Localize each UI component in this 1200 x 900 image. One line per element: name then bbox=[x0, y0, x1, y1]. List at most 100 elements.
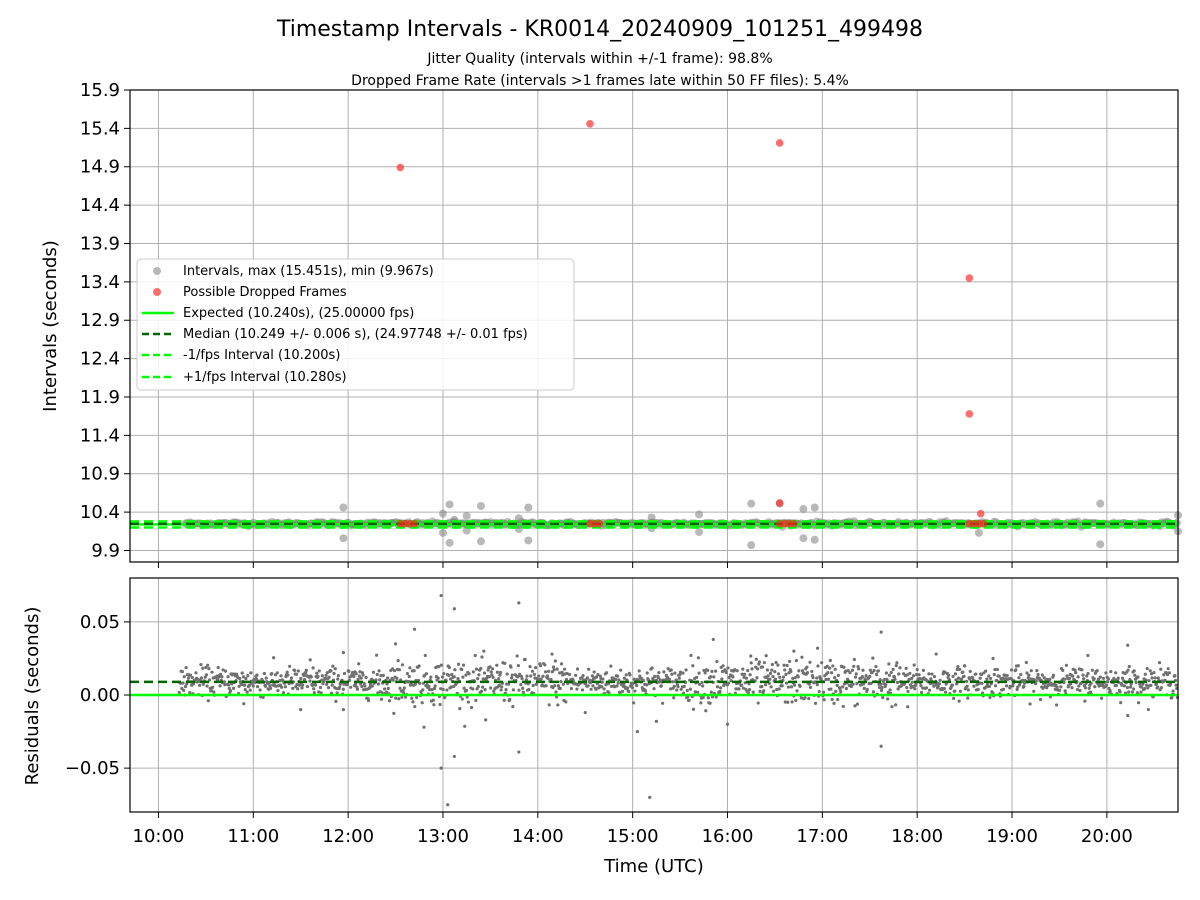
residual-point bbox=[739, 683, 744, 687]
residual-point bbox=[750, 667, 754, 671]
residual-point bbox=[204, 665, 208, 670]
residual-point bbox=[308, 658, 312, 662]
residual-point bbox=[545, 674, 549, 678]
residual-point bbox=[386, 686, 390, 691]
residual-point bbox=[453, 668, 457, 672]
residual-point bbox=[1062, 680, 1066, 685]
residual-point bbox=[1067, 676, 1072, 681]
residual-point bbox=[842, 665, 846, 669]
bottom-x-tick-label: 11:00 bbox=[227, 826, 279, 847]
residual-point bbox=[544, 684, 548, 688]
residual-point bbox=[1076, 675, 1080, 679]
residual-point bbox=[679, 687, 683, 692]
residual-point bbox=[543, 670, 548, 674]
legend-label-dropped: Possible Dropped Frames bbox=[183, 285, 347, 300]
residual-point bbox=[487, 675, 492, 679]
residual-point bbox=[428, 688, 432, 692]
residual-point bbox=[696, 690, 700, 694]
residual-point bbox=[978, 676, 982, 680]
residual-point bbox=[886, 697, 890, 701]
residual-point bbox=[936, 684, 940, 689]
residual-point bbox=[356, 677, 360, 682]
residual-point bbox=[962, 674, 966, 678]
residual-point bbox=[1005, 673, 1009, 678]
residual-point bbox=[441, 687, 445, 692]
residual-point bbox=[672, 696, 676, 700]
residual-point bbox=[299, 676, 303, 681]
residual-point bbox=[1021, 678, 1025, 682]
residual-point bbox=[527, 687, 531, 692]
residual-point bbox=[919, 684, 923, 688]
residual-point bbox=[316, 674, 320, 679]
residual-point bbox=[555, 667, 559, 671]
residual-point bbox=[871, 656, 875, 660]
residual-point bbox=[770, 662, 774, 667]
residual-point bbox=[709, 675, 713, 679]
residual-point bbox=[397, 697, 401, 701]
residual-point bbox=[1027, 673, 1031, 677]
residual-point bbox=[412, 627, 417, 631]
residual-point bbox=[1046, 683, 1051, 687]
residual-point bbox=[1106, 679, 1110, 684]
residual-point bbox=[836, 697, 840, 702]
residual-point bbox=[792, 683, 797, 687]
residual-point bbox=[285, 670, 289, 674]
residual-point bbox=[807, 696, 811, 701]
bottom-y-tick-label: −0.05 bbox=[65, 758, 120, 779]
residual-point bbox=[601, 677, 605, 681]
residual-point bbox=[604, 671, 609, 675]
residual-point bbox=[678, 670, 683, 674]
residual-point bbox=[898, 666, 902, 670]
residual-point bbox=[177, 690, 181, 695]
residual-point bbox=[1166, 667, 1170, 671]
residual-point bbox=[433, 684, 437, 688]
residual-point bbox=[489, 686, 493, 690]
residual-point bbox=[181, 681, 185, 685]
residual-point bbox=[741, 667, 745, 671]
residual-point bbox=[221, 668, 225, 672]
residual-point bbox=[248, 688, 252, 692]
legend: Intervals, max (15.451s), min (9.967s) P… bbox=[136, 258, 575, 391]
interval-point bbox=[514, 524, 523, 533]
residual-point bbox=[763, 683, 768, 687]
residual-point bbox=[442, 671, 446, 676]
residual-point bbox=[904, 666, 908, 670]
residual-point bbox=[943, 670, 947, 674]
residual-point bbox=[826, 670, 830, 675]
residual-point bbox=[524, 678, 528, 682]
top-y-tick-label: 12.4 bbox=[80, 349, 120, 370]
residual-point bbox=[1144, 683, 1149, 687]
residual-point bbox=[534, 682, 538, 686]
residual-point bbox=[709, 690, 713, 694]
residual-point bbox=[460, 697, 464, 701]
residual-point bbox=[218, 684, 222, 688]
dropped-frame-point bbox=[965, 274, 974, 282]
residual-point bbox=[278, 678, 282, 683]
residual-point bbox=[1019, 672, 1023, 677]
residual-point bbox=[1009, 668, 1014, 672]
residual-point bbox=[754, 657, 758, 661]
residual-point bbox=[848, 670, 852, 675]
bottom-y-tick-label: 0.05 bbox=[80, 612, 120, 633]
residual-point bbox=[746, 690, 750, 695]
residual-point bbox=[1125, 685, 1130, 690]
residual-point bbox=[280, 685, 284, 689]
residual-point bbox=[995, 667, 999, 672]
residual-point bbox=[489, 670, 493, 674]
residual-point bbox=[991, 656, 995, 661]
residual-point bbox=[551, 665, 556, 669]
residual-point bbox=[516, 663, 520, 668]
residual-point bbox=[1163, 678, 1167, 682]
residual-point bbox=[1101, 682, 1105, 686]
residual-point bbox=[438, 702, 442, 707]
residual-point bbox=[602, 687, 606, 691]
residual-point bbox=[781, 675, 786, 679]
legend-marker-intervals bbox=[153, 267, 161, 275]
residual-point bbox=[971, 676, 975, 680]
residual-point bbox=[879, 744, 883, 748]
residual-point bbox=[792, 649, 796, 653]
residual-point bbox=[358, 670, 362, 674]
residual-point bbox=[786, 700, 790, 704]
residual-point bbox=[256, 685, 260, 689]
